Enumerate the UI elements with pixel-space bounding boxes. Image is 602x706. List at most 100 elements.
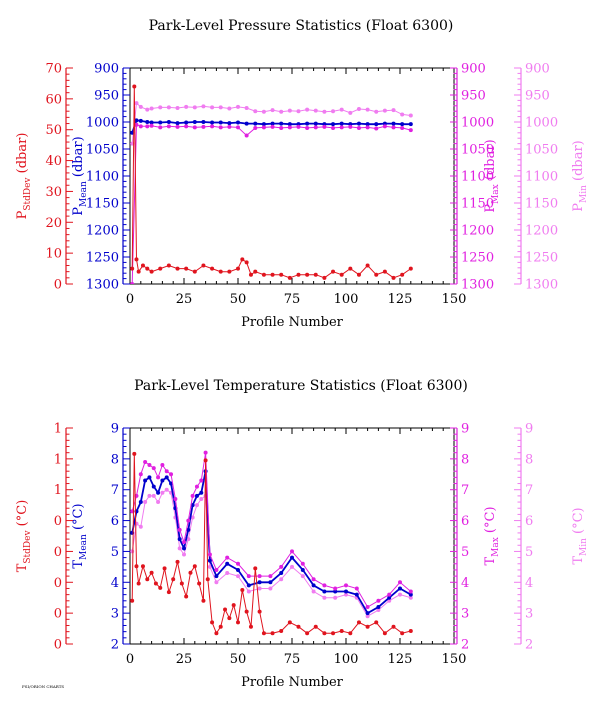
x-tick-label: 150 [442,292,467,307]
y-label-main: T [15,563,30,572]
data-point-sd [305,272,310,277]
data-point-sd [210,266,215,271]
y-tick-label: 7 [525,483,533,498]
data-point-min [339,107,344,112]
data-point-mean [374,122,379,127]
data-point-mean [268,580,273,585]
data-point-max [354,586,359,591]
y-label-main: T [483,557,498,566]
data-point-max [268,574,273,579]
y-tick-label: 1 [54,483,62,498]
data-point-min [156,500,161,505]
data-point-max [227,124,232,129]
data-point-max [158,125,163,130]
data-point-sd [140,564,145,569]
data-point-mean [138,500,143,505]
data-point-sd [130,598,135,603]
y-tick-label: 0 [54,576,62,591]
y-label-main: T [571,556,586,565]
data-point-mean [236,120,240,125]
data-point-max [138,124,143,129]
y-tick-label: 40 [45,154,62,169]
data-point-mean [151,484,156,489]
data-point-min [244,105,249,110]
data-point-max [207,552,212,557]
y-label-main: P [71,207,86,216]
y-tick-label: 1100 [525,170,558,185]
x-tick-label: 75 [284,292,301,307]
data-point-sd [130,266,135,271]
data-point-max [296,124,301,129]
data-point-sd [192,269,197,274]
data-point-max [201,124,206,129]
data-point-mean [391,121,396,126]
data-point-sd [339,629,344,634]
data-point-sd [223,607,228,612]
y-tick-label: 1300 [86,278,119,293]
data-point-max [134,122,139,127]
data-point-max [374,126,379,131]
y-tick-label: 2 [525,638,533,653]
data-point-min [207,564,212,569]
y-tick-label: 70 [45,62,62,77]
y-tick-label: 0 [54,638,62,653]
data-point-sd [236,266,240,271]
series-group [130,84,413,284]
y-tick-label: 1000 [525,116,558,131]
data-point-max [322,124,327,129]
x-tick-label: 50 [230,652,247,667]
data-point-mean [225,561,230,566]
x-tick-label: 75 [284,652,301,667]
data-point-max [156,475,161,480]
data-point-mean [227,121,232,126]
data-point-max [175,124,180,129]
data-point-max [218,125,223,130]
data-point-mean [257,580,262,585]
data-point-max [160,463,165,468]
data-point-mean [305,121,310,126]
data-point-sd [158,585,163,590]
data-point-min [398,592,402,597]
data-point-sd [210,620,215,625]
data-point-mean [344,589,348,594]
data-point-min [130,549,135,554]
y-tick-label: 2 [111,638,119,653]
y-axis-label-sd: PStdDev (dbar) [15,133,33,220]
x-tick-label: 100 [334,652,359,667]
data-point-min [296,109,301,114]
data-point-mean [214,574,219,579]
data-point-sd [240,257,245,262]
data-point-sd [244,260,249,265]
data-point-sd [197,581,202,586]
data-point-sd [365,624,370,629]
data-point-sd [134,257,139,262]
data-point-sd [279,629,284,634]
data-point-max [261,125,266,130]
data-point-max [236,561,240,566]
y-label-unit: (°C) [71,503,86,534]
data-point-mean [149,120,154,125]
data-point-sd [158,266,163,271]
y-tick-label: 2 [461,638,469,653]
data-point-min [376,608,381,613]
y-tick-label: 1050 [461,143,494,158]
data-point-mean [279,571,284,576]
y-label-sub: StdDev [23,530,33,564]
data-point-sd [391,624,396,629]
data-point-max [400,125,405,130]
data-point-sd [149,269,154,274]
data-point-min [387,598,392,603]
data-point-sd [382,631,387,636]
data-point-sd [218,624,223,629]
data-point-min [227,106,232,111]
data-point-mean [311,583,316,588]
data-point-mean [365,611,370,616]
data-point-sd [313,624,318,629]
data-point-mean [313,121,318,126]
data-point-min [408,595,413,600]
data-point-sd [382,269,387,274]
data-point-min [287,108,292,113]
y-tick-label: 6 [111,514,119,529]
data-point-sd [253,269,258,274]
data-point-sd [279,272,284,277]
